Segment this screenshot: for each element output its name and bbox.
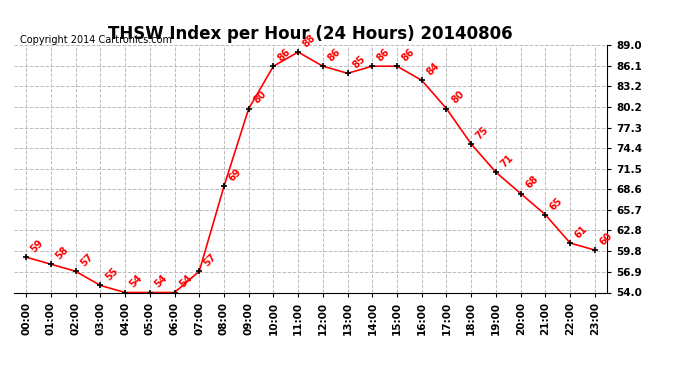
Title: THSW Index per Hour (24 Hours) 20140806: THSW Index per Hour (24 Hours) 20140806 bbox=[108, 26, 513, 44]
Text: 86: 86 bbox=[400, 47, 417, 63]
Text: 69: 69 bbox=[227, 167, 244, 184]
Text: 57: 57 bbox=[202, 252, 219, 268]
Text: THSW  (°F): THSW (°F) bbox=[524, 34, 591, 44]
Text: 80: 80 bbox=[449, 89, 466, 106]
Text: 65: 65 bbox=[548, 195, 565, 212]
Text: 58: 58 bbox=[54, 245, 70, 261]
Text: 86: 86 bbox=[375, 47, 392, 63]
Text: 75: 75 bbox=[474, 124, 491, 141]
Text: 86: 86 bbox=[276, 47, 293, 63]
Text: 80: 80 bbox=[251, 89, 268, 106]
Text: 68: 68 bbox=[524, 174, 540, 191]
Text: 85: 85 bbox=[351, 54, 367, 70]
Text: 86: 86 bbox=[326, 47, 342, 63]
Text: 59: 59 bbox=[29, 238, 46, 254]
Text: 84: 84 bbox=[424, 61, 441, 78]
Text: 57: 57 bbox=[79, 252, 95, 268]
Text: 61: 61 bbox=[573, 224, 589, 240]
Text: 71: 71 bbox=[499, 153, 515, 170]
Text: 88: 88 bbox=[301, 33, 317, 49]
Text: 54: 54 bbox=[152, 273, 169, 290]
Text: Copyright 2014 Cartronics.com: Copyright 2014 Cartronics.com bbox=[20, 35, 172, 45]
Text: 54: 54 bbox=[177, 273, 194, 290]
Text: 60: 60 bbox=[598, 231, 614, 247]
Text: 55: 55 bbox=[103, 266, 120, 283]
Text: 54: 54 bbox=[128, 273, 144, 290]
